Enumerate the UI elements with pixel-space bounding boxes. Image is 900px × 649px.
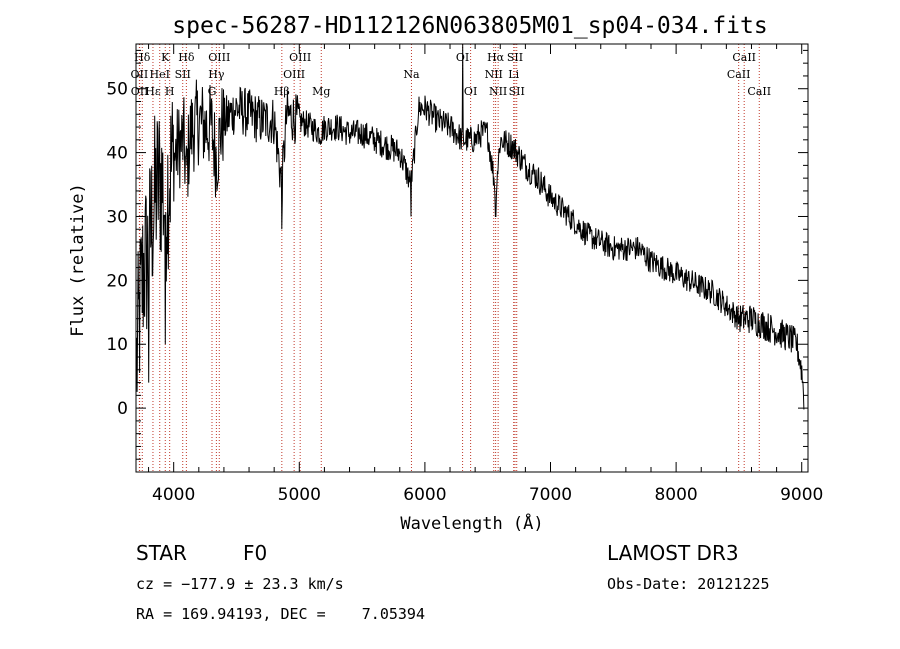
survey-name: LAMOST DR3 xyxy=(607,541,739,565)
spectral-line-label: OI xyxy=(464,85,477,98)
x-tick-label: 9000 xyxy=(780,485,823,505)
x-tick-label: 8000 xyxy=(654,485,697,505)
spectral-line-label: OII xyxy=(131,68,149,81)
spectral-line-label: SII xyxy=(507,51,523,64)
y-tick-label: 50 xyxy=(106,80,128,100)
chart-title: spec-56287-HD112126N063805M01_sp04-034.f… xyxy=(172,13,767,39)
spectral-line-label: K xyxy=(161,51,170,64)
y-tick-label: 30 xyxy=(106,207,128,227)
spectral-line-label: Hδ xyxy=(178,51,195,64)
spectral-line-label: Hδ xyxy=(134,51,151,64)
spectral-line-label: SII xyxy=(175,68,191,81)
x-axis-label: Wavelength (Å) xyxy=(400,512,543,534)
spectral-line-label: HeI xyxy=(150,68,170,81)
spectral-line-label: Mg xyxy=(312,85,330,98)
x-axis-ticks: 4000 5000 6000 7000 8000 9000 xyxy=(148,44,823,505)
plot-frame xyxy=(135,43,809,473)
coordinates: RA = 169.94193, DEC = 7.05394 xyxy=(136,605,425,623)
y-axis-label: Flux (relative) xyxy=(68,183,88,337)
spectral-line-label: NII xyxy=(485,68,503,81)
spectral-line-labels: HδOIIOIIHεHeIKHSIIHδGHγOIIIHβOIIIOIIIMgN… xyxy=(131,51,772,98)
x-tick-label: 7000 xyxy=(529,485,572,505)
spectral-line-label: NII xyxy=(489,85,507,98)
spectral-line-markers xyxy=(138,44,760,472)
spectral-line-label: CaII xyxy=(732,51,756,64)
x-tick-label: 4000 xyxy=(152,485,195,505)
y-axis-ticks: 0 10 20 30 40 50 xyxy=(106,49,808,460)
y-tick-label: 10 xyxy=(106,335,128,355)
spectral-line-label: CaII xyxy=(727,68,751,81)
spectral-line-label: Hβ xyxy=(274,85,290,98)
spectral-line-label: Hγ xyxy=(208,68,225,81)
object-class: STAR xyxy=(136,541,187,565)
spectral-line-label: Na xyxy=(403,68,420,81)
x-tick-label: 6000 xyxy=(403,485,446,505)
y-tick-label: 0 xyxy=(117,399,128,419)
spectral-line-label: Hε xyxy=(145,85,161,98)
spectral-line-label: OIII xyxy=(208,51,230,64)
spectral-line-label: OIII xyxy=(283,68,305,81)
spectral-line-label: Li xyxy=(508,68,519,81)
observation-date: Obs-Date: 20121225 xyxy=(607,575,770,593)
spectral-line-label: H xyxy=(165,85,175,98)
object-subclass: F0 xyxy=(243,541,267,565)
y-tick-label: 40 xyxy=(106,144,128,164)
spectral-line-label: CaII xyxy=(747,85,771,98)
flux-line xyxy=(136,43,805,410)
spectral-line-label: G xyxy=(208,85,217,98)
spectral-line-label: Hα xyxy=(487,51,505,64)
flux-series xyxy=(136,43,805,410)
redshift-cz: cz = −177.9 ± 23.3 km/s xyxy=(136,575,344,593)
y-tick-label: 20 xyxy=(106,271,128,291)
spectral-line-label: SII xyxy=(509,85,525,98)
x-tick-label: 5000 xyxy=(278,485,321,505)
spectral-line-label: OIII xyxy=(289,51,311,64)
